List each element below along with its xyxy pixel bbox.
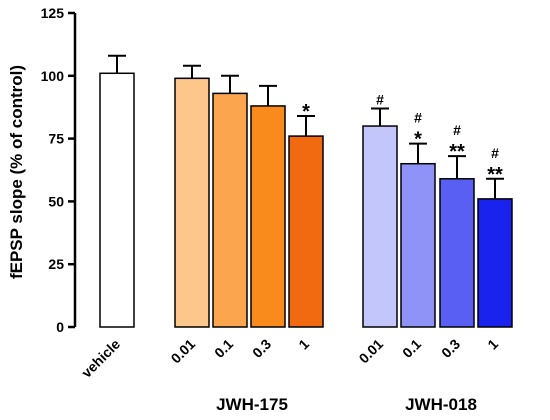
significance-marker: ** (487, 164, 503, 186)
significance-marker: # (491, 145, 499, 161)
y-tick-label: 100 (41, 68, 65, 84)
bars (99, 54, 513, 328)
x-tick-label: 0.01 (168, 336, 199, 367)
significance-marker: ** (449, 141, 465, 163)
significance-marker: * (414, 129, 422, 151)
y-tick-label: 75 (48, 131, 64, 147)
bar (288, 135, 324, 328)
bar (99, 72, 135, 328)
x-tick-label: 0.1 (399, 336, 424, 361)
x-tick-label: 0.3 (438, 336, 463, 361)
significance-marker: # (376, 91, 384, 107)
significance-marker: # (414, 110, 422, 126)
x-tick-label: 0.1 (211, 336, 236, 361)
x-tick-label: 1 (484, 336, 501, 353)
bar (250, 105, 286, 328)
x-tick-label: 0.3 (249, 336, 274, 361)
bar (212, 92, 248, 328)
bar (439, 178, 475, 328)
x-tick-label: 1 (295, 336, 312, 353)
bar (477, 198, 513, 328)
bar (362, 125, 398, 328)
significance-marker: * (302, 101, 310, 123)
y-axis-title: fEPSP slope (% of control) (7, 65, 26, 279)
bar (400, 162, 436, 328)
significance-marker: # (453, 122, 461, 138)
group-label: JWH-018 (405, 395, 477, 414)
axes: 0 25 50 75 100 125 (41, 5, 77, 335)
group-label: JWH-175 (216, 395, 288, 414)
y-tick-label: 125 (41, 5, 65, 21)
bar (174, 77, 210, 328)
x-tick-label: 0.01 (356, 336, 387, 367)
y-tick-label: 25 (48, 256, 64, 272)
x-tick-label: vehicle (78, 336, 123, 381)
y-tick-label: 0 (56, 319, 64, 335)
y-tick-label: 50 (48, 193, 64, 209)
